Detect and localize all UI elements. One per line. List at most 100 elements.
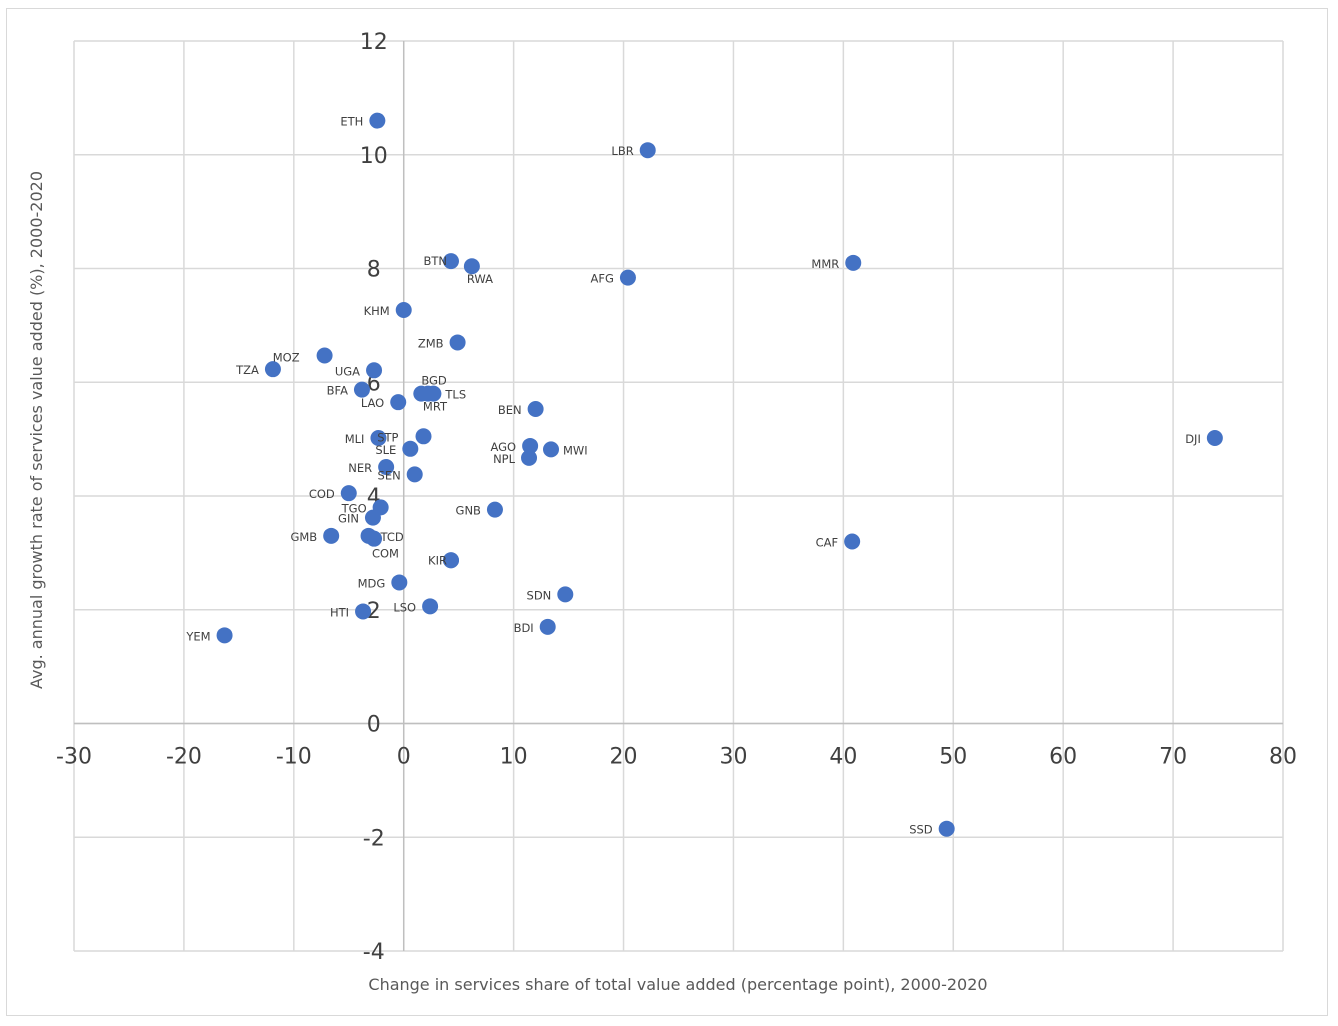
point-label: HTI	[330, 605, 349, 619]
data-point	[557, 586, 574, 603]
x-axis-title: Change in services share of total value …	[368, 975, 987, 994]
y-tick-label: 8	[367, 258, 381, 283]
point-label: LBR	[611, 144, 633, 158]
point-label: UGA	[335, 364, 360, 378]
point-label: TZA	[235, 363, 259, 377]
point-label: ZMB	[418, 336, 444, 350]
point-label: GIN	[338, 512, 359, 526]
point-label: RWA	[467, 272, 493, 286]
y-tick-label: 12	[360, 30, 388, 55]
data-point	[390, 394, 407, 411]
data-point	[340, 485, 357, 502]
point-label: GNB	[456, 504, 482, 518]
point-labels: ETH LBR BTN RWA AFG MMR KHM ZMB MOZ TZA UGA BFA LAO B…	[185, 115, 1200, 837]
point-label: KIR	[428, 553, 447, 567]
data-point	[619, 269, 636, 286]
x-tick-label: 30	[719, 745, 747, 770]
axes	[74, 41, 1283, 951]
point-label: MDG	[358, 576, 386, 590]
x-tick-label: -20	[166, 745, 202, 770]
point-label: AFG	[591, 272, 614, 286]
x-tick-label: 20	[610, 745, 638, 770]
data-point	[938, 820, 955, 837]
point-label: DJI	[1185, 432, 1201, 446]
point-label: NPL	[493, 452, 516, 466]
x-tick-label: 40	[829, 745, 857, 770]
point-label: MRT	[423, 400, 448, 414]
data-point	[316, 347, 333, 364]
x-tick-label: -30	[56, 745, 92, 770]
point-label: STP	[377, 430, 398, 444]
data-point	[422, 598, 439, 615]
y-tick-label: -4	[363, 940, 385, 965]
point-label: LAO	[361, 396, 384, 410]
point-label: BFA	[327, 384, 348, 398]
point-label: MWI	[563, 443, 588, 457]
point-label: MOZ	[273, 351, 300, 365]
data-point	[406, 466, 423, 483]
data-point	[522, 437, 539, 454]
data-point	[449, 334, 466, 351]
data-point	[539, 618, 556, 635]
x-tick-label: 50	[939, 745, 967, 770]
data-point	[543, 441, 560, 458]
point-label: LSO	[393, 600, 416, 614]
point-label: SDN	[527, 588, 552, 602]
data-point	[370, 429, 387, 446]
point-label: TLS	[444, 388, 466, 402]
point-label: GMB	[290, 530, 317, 544]
y-tick-label: -2	[363, 826, 385, 851]
point-label: YEM	[185, 629, 210, 643]
grid-lines	[73, 40, 1284, 952]
data-point	[353, 381, 370, 398]
data-points	[216, 112, 1223, 837]
y-tick-label: 2	[367, 599, 381, 624]
point-label: NER	[348, 461, 372, 475]
data-point	[442, 552, 459, 569]
data-point	[391, 574, 408, 591]
point-label: BDI	[514, 621, 534, 635]
y-tick-label: 10	[360, 144, 388, 169]
point-label: SEN	[378, 468, 401, 482]
point-label: SLE	[375, 443, 396, 457]
point-label: CAF	[816, 536, 839, 550]
point-label: MLI	[345, 432, 365, 446]
point-label: KHM	[364, 304, 390, 318]
data-point	[216, 627, 233, 644]
y-axis-title: Avg. annual growth rate of services valu…	[27, 171, 46, 689]
point-label: COM	[372, 546, 399, 560]
point-label: ETH	[340, 115, 363, 129]
data-point	[366, 530, 383, 547]
point-label: BTN	[423, 254, 447, 268]
x-tick-label: 70	[1159, 745, 1187, 770]
data-point	[442, 253, 459, 270]
point-label: COD	[309, 487, 335, 501]
point-label: AGO	[490, 440, 516, 454]
data-point	[264, 361, 281, 378]
data-point	[402, 440, 419, 457]
data-point	[323, 527, 340, 544]
data-point	[366, 362, 383, 379]
data-point	[486, 501, 503, 518]
data-point	[844, 533, 861, 550]
data-point	[845, 254, 862, 271]
point-label: MMR	[811, 257, 839, 271]
data-point	[355, 603, 372, 620]
point-label: BGD	[421, 374, 447, 388]
data-point	[415, 428, 432, 445]
data-point	[364, 509, 381, 526]
data-point	[395, 302, 412, 319]
data-point	[463, 258, 480, 275]
data-point	[369, 112, 386, 129]
x-tick-label: 0	[397, 745, 411, 770]
point-label: SSD	[909, 823, 933, 837]
x-tick-label: -10	[276, 745, 312, 770]
x-tick-label: 80	[1269, 745, 1297, 770]
data-point	[425, 385, 442, 402]
data-point	[521, 449, 538, 466]
point-label: TCD	[380, 530, 404, 544]
chart-frame	[6, 8, 1328, 1016]
point-label: TGO	[341, 501, 367, 515]
